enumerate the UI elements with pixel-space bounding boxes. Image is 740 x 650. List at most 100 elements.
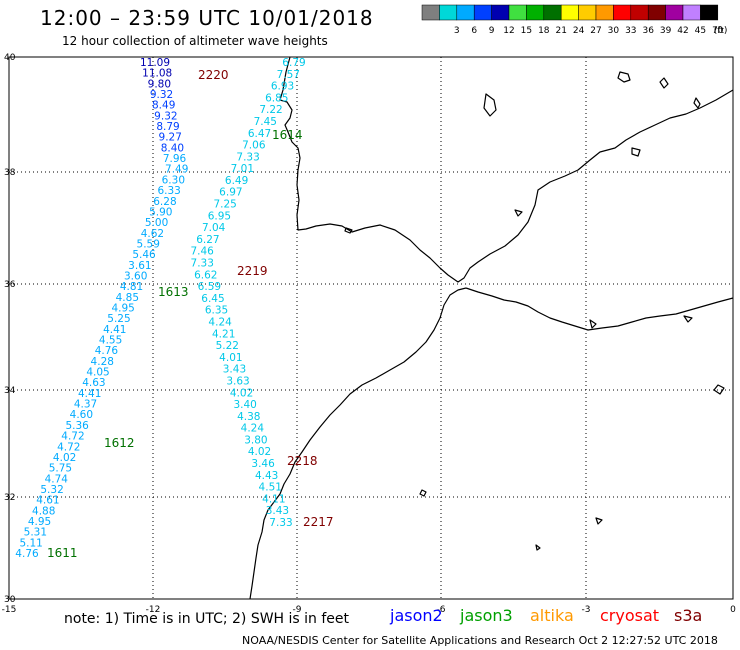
x-tick-label: -9: [293, 605, 302, 615]
track-a-value: 4.74: [45, 473, 69, 485]
track-a-value: 4.02: [53, 452, 76, 464]
track-b-value: 6.45: [201, 293, 224, 305]
legend-label: 33: [625, 26, 636, 36]
satellite-cryosat: cryosat: [600, 606, 660, 625]
track-a-value: 4.41: [103, 324, 126, 336]
legend-label: 70: [712, 26, 724, 36]
legend-label: 42: [677, 26, 688, 36]
pass-labels: 2220 1614 2219 1613 1612 2218 2217 1611: [47, 68, 334, 560]
track-a-value: 11.08: [142, 68, 172, 80]
track-b-value: 6.95: [208, 210, 231, 222]
coastline-island-6: [514, 209, 523, 217]
track-a-value: 4.41: [78, 388, 101, 400]
track-a-value: 4.55: [99, 335, 122, 347]
footer-note: note: 1) Time is in UTC; 2) SWH is in fe…: [64, 611, 350, 627]
coastline-africa-west: [249, 287, 467, 600]
track-b-value: 6.97: [219, 187, 242, 199]
track-a-value: 4.95: [111, 303, 134, 315]
track-a-value: 4.05: [86, 367, 109, 379]
coastline: [249, 56, 734, 600]
track-b-value: 3.43: [223, 364, 246, 376]
track-a-value: 9.32: [154, 110, 177, 122]
track-a-value: 11.09: [140, 57, 170, 69]
track-a-value: 5.11: [19, 537, 42, 549]
track-b-value: 3.43: [266, 505, 289, 517]
track-a-value: 5.59: [137, 238, 160, 250]
track-a-value: 8.40: [161, 142, 184, 154]
legend-swatch: [630, 4, 649, 21]
track-b-value: 7.22: [259, 104, 282, 116]
coastline-island-10: [595, 517, 603, 525]
track-b-value: 6.62: [194, 269, 217, 281]
legend-swatch: [647, 4, 666, 21]
pass-label: 1613: [158, 285, 189, 299]
track-a-value: 4.63: [82, 377, 105, 389]
x-tick-label: -6: [437, 605, 446, 615]
track-a-value: 4.61: [36, 495, 59, 507]
legend-label: 9: [489, 26, 495, 36]
x-tick-label: -15: [2, 605, 17, 615]
legend-label: 24: [573, 26, 585, 36]
map-subtitle: 12 hour collection of altimeter wave hei…: [62, 34, 328, 48]
pass-label: 1614: [272, 128, 303, 142]
map-frame: [8, 56, 734, 600]
track-a-value: 5.32: [40, 484, 63, 496]
track-b-value: 4.02: [248, 446, 271, 458]
track-b-value: 6.35: [205, 305, 228, 317]
track-a-value: 6.33: [157, 185, 180, 197]
track-a-value: 5.31: [24, 527, 47, 539]
pass-label: 2219: [237, 264, 268, 278]
track-b-value: 4.43: [255, 470, 278, 482]
color-legend: 3 6 9 12 15 18 21 24 27 30 33 36 39 42 45 70(ft): [421, 4, 727, 36]
legend-swatch: [456, 4, 475, 21]
pass-label: 2218: [287, 454, 318, 468]
legend-label: 3: [454, 26, 460, 36]
legend-label: 21: [555, 26, 566, 36]
track-b-value: 4.24: [208, 316, 232, 328]
track-a-value: 4.60: [70, 409, 93, 421]
coastline-island-7: [631, 147, 641, 157]
track-a-value: 4.85: [116, 292, 139, 304]
legend-swatch: [526, 4, 545, 21]
coastline-island-3: [659, 77, 669, 89]
legend-label: 6: [471, 26, 477, 36]
legend-swatch: [421, 4, 440, 21]
legend-label: 15: [521, 26, 532, 36]
track-a-value: 4.62: [141, 228, 164, 240]
legend-swatch: [682, 4, 701, 21]
track-a-value: 7.49: [165, 164, 188, 176]
legend-swatch: [508, 4, 527, 21]
track-a-value: 9.27: [159, 132, 182, 144]
pass-label: 2220: [198, 68, 229, 82]
track-a-value: 8.49: [152, 100, 175, 112]
track-a-value: 5.36: [65, 420, 89, 432]
track-a-value: 4.81: [120, 281, 143, 293]
track-b-value: 7.25: [213, 199, 236, 211]
coastline-island-1: [344, 227, 353, 234]
track-a-value: 4.72: [57, 441, 80, 453]
track-b-value: 4.24: [241, 423, 265, 435]
y-tick-label: 38: [4, 168, 16, 178]
track-b-value: 6.47: [248, 128, 271, 140]
track-b-value: 7.33: [269, 517, 292, 529]
track-a-value: 9.32: [150, 89, 173, 101]
track-a-value: 3.60: [124, 270, 147, 282]
track-b-value: 7.04: [202, 222, 226, 234]
map-title: 12:00 – 23:59 UTC 10/01/2018: [40, 6, 374, 30]
y-tick-label: 30: [4, 595, 16, 605]
track-b-value: 6.79: [282, 57, 305, 69]
legend-label: 27: [590, 26, 601, 36]
track-a-values: 11.0911.089.809.328.499.328.799.278.407.…: [15, 57, 188, 560]
grid-lines: [9, 57, 733, 599]
pass-label: 1612: [104, 436, 135, 450]
legend-swatch: [578, 4, 597, 21]
y-tick-label: 40: [4, 53, 16, 63]
track-a-value: 3.61: [128, 260, 151, 272]
track-a-value: 8.79: [156, 121, 179, 133]
coastline-island-11: [535, 544, 541, 551]
coastline-island-8: [713, 384, 725, 395]
legend-label: 45: [695, 26, 706, 36]
track-a-value: 4.95: [28, 516, 51, 528]
y-tick-label: 32: [4, 493, 15, 503]
